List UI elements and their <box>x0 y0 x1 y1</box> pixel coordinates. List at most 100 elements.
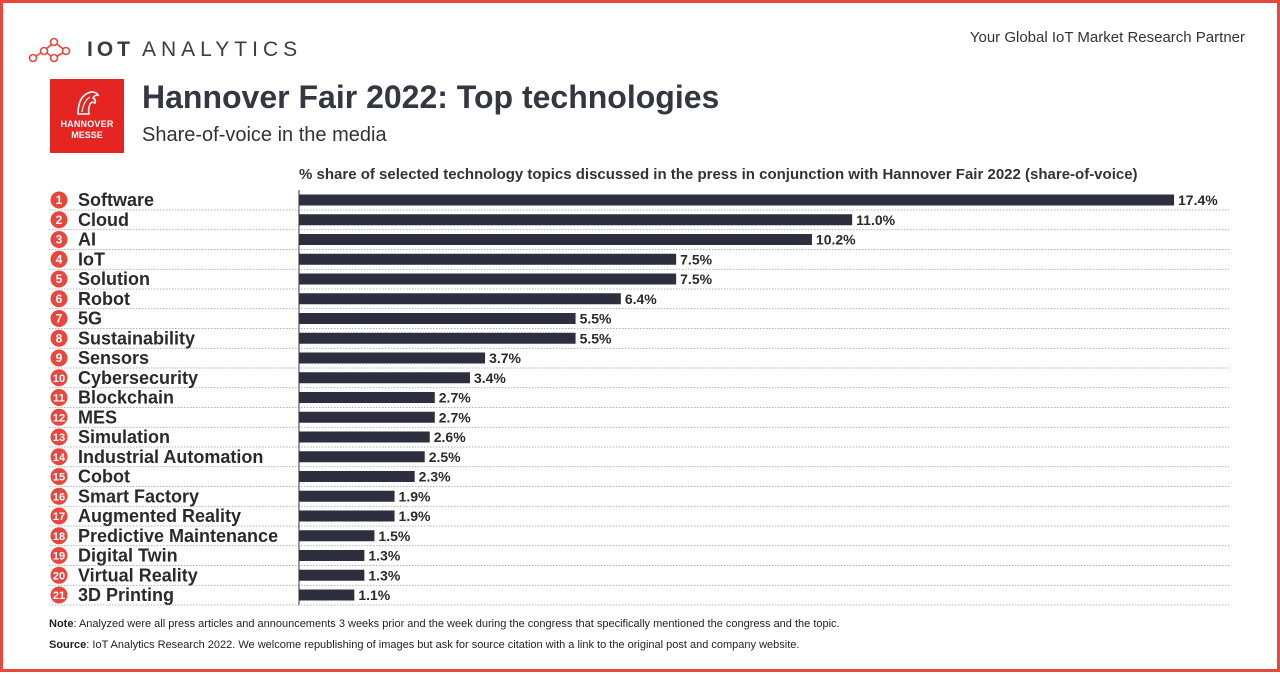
value-label: 1.3% <box>368 567 400 583</box>
bar <box>299 313 576 324</box>
category-label: Solution <box>78 269 150 289</box>
category-label: Virtual Reality <box>78 565 198 585</box>
value-label: 5.5% <box>580 330 612 346</box>
value-label: 2.3% <box>419 469 451 485</box>
bar <box>299 569 365 581</box>
value-label: 1.9% <box>399 488 431 504</box>
category-label: 5G <box>78 309 102 329</box>
category-label: AI <box>78 230 96 250</box>
bar <box>299 273 677 285</box>
category-label: Cobot <box>78 467 130 487</box>
rank-number: 8 <box>56 331 63 345</box>
rank-number: 1 <box>56 193 63 207</box>
rank-badge <box>50 586 68 604</box>
bar <box>299 372 470 384</box>
rank-number: 15 <box>53 472 65 484</box>
rank-number: 9 <box>56 351 63 365</box>
rank-badge <box>50 211 68 229</box>
value-label: 2.7% <box>439 409 471 425</box>
chart-title: % share of selected technology topics di… <box>299 166 1138 183</box>
rank-badge <box>50 290 68 308</box>
chart-source-text: : IoT Analytics Research 2022. We welcom… <box>86 639 800 651</box>
category-label: Smart Factory <box>78 486 199 506</box>
rank-badge <box>50 389 68 406</box>
rank-number: 13 <box>53 432 65 444</box>
brand-tagline: Your Global IoT Market Research Partner <box>969 29 1245 46</box>
rank-number: 2 <box>56 213 63 227</box>
value-label: 2.6% <box>434 429 466 445</box>
chart-note-label: Note <box>49 618 74 630</box>
rank-badge <box>50 527 68 545</box>
value-label: 3.4% <box>474 370 506 386</box>
bar <box>299 550 365 561</box>
hannover-messe-line1: HANNOVER <box>60 119 114 129</box>
rank-number: 11 <box>53 393 65 405</box>
category-label: Cloud <box>78 210 129 230</box>
rank-number: 16 <box>53 491 65 503</box>
category-label: Sensors <box>78 348 149 368</box>
category-label: Industrial Automation <box>78 447 263 467</box>
rank-number: 14 <box>53 452 66 464</box>
rank-badge <box>50 369 68 387</box>
chart-note-text: : Analyzed were all press articles and a… <box>73 618 840 630</box>
bar <box>299 411 435 423</box>
horse-head-icon <box>77 91 100 115</box>
rank-badge <box>50 310 68 327</box>
rank-badge <box>50 270 68 288</box>
category-label: Cybersecurity <box>78 368 198 388</box>
brand-name-part1: IOT <box>87 38 134 61</box>
bar <box>299 510 395 522</box>
brand-logo: IOT ANALYTICS <box>27 33 302 67</box>
rank-number: 7 <box>56 312 63 326</box>
value-label: 10.2% <box>816 232 856 248</box>
rank-number: 12 <box>53 412 65 424</box>
rank-badge <box>50 487 68 505</box>
category-label: Robot <box>78 289 130 309</box>
molecule-network-icon <box>28 37 71 63</box>
rank-badge <box>50 408 68 426</box>
category-label: MES <box>78 407 117 427</box>
rank-number: 4 <box>56 252 63 266</box>
value-label: 6.4% <box>625 291 657 307</box>
value-label: 17.4% <box>1178 192 1218 208</box>
bar <box>299 451 425 463</box>
chart-source: Source: IoT Analytics Research 2022. We … <box>49 639 799 651</box>
hannover-messe-line2: MESSE <box>71 130 103 140</box>
bar <box>299 431 430 443</box>
rank-badge <box>50 566 68 584</box>
rank-badge <box>50 448 68 466</box>
bar <box>299 234 812 245</box>
bar <box>299 253 677 265</box>
rank-badge <box>50 547 68 564</box>
rank-badge <box>50 468 68 485</box>
chart-source-label: Source <box>49 639 87 651</box>
category-label: Predictive Maintenance <box>78 526 278 546</box>
value-label: 2.5% <box>429 449 461 465</box>
rank-number: 18 <box>53 531 65 543</box>
rank-number: 3 <box>56 233 63 247</box>
value-label: 1.9% <box>399 508 431 524</box>
bar <box>299 293 621 305</box>
bar <box>299 392 435 403</box>
rank-number: 20 <box>53 570 65 582</box>
rank-badge <box>50 329 68 347</box>
rank-badge <box>50 428 68 446</box>
rank-badge <box>50 349 68 367</box>
bar <box>299 214 853 226</box>
page-title: Hannover Fair 2022: Top technologies <box>142 79 720 115</box>
value-label: 5.5% <box>580 311 612 327</box>
bar <box>299 471 415 482</box>
value-label: 2.7% <box>439 390 471 406</box>
rank-number: 19 <box>53 551 65 563</box>
rank-badge <box>50 231 68 248</box>
value-label: 11.0% <box>856 212 895 228</box>
rank-number: 17 <box>53 511 65 523</box>
rank-number: 6 <box>56 292 63 306</box>
rank-number: 21 <box>53 590 65 602</box>
brand-name-part2: ANALYTICS <box>142 38 303 61</box>
page-subtitle: Share-of-voice in the media <box>142 124 387 146</box>
value-label: 1.3% <box>368 548 400 564</box>
bar <box>299 490 395 502</box>
category-label: 3D Printing <box>78 585 174 605</box>
